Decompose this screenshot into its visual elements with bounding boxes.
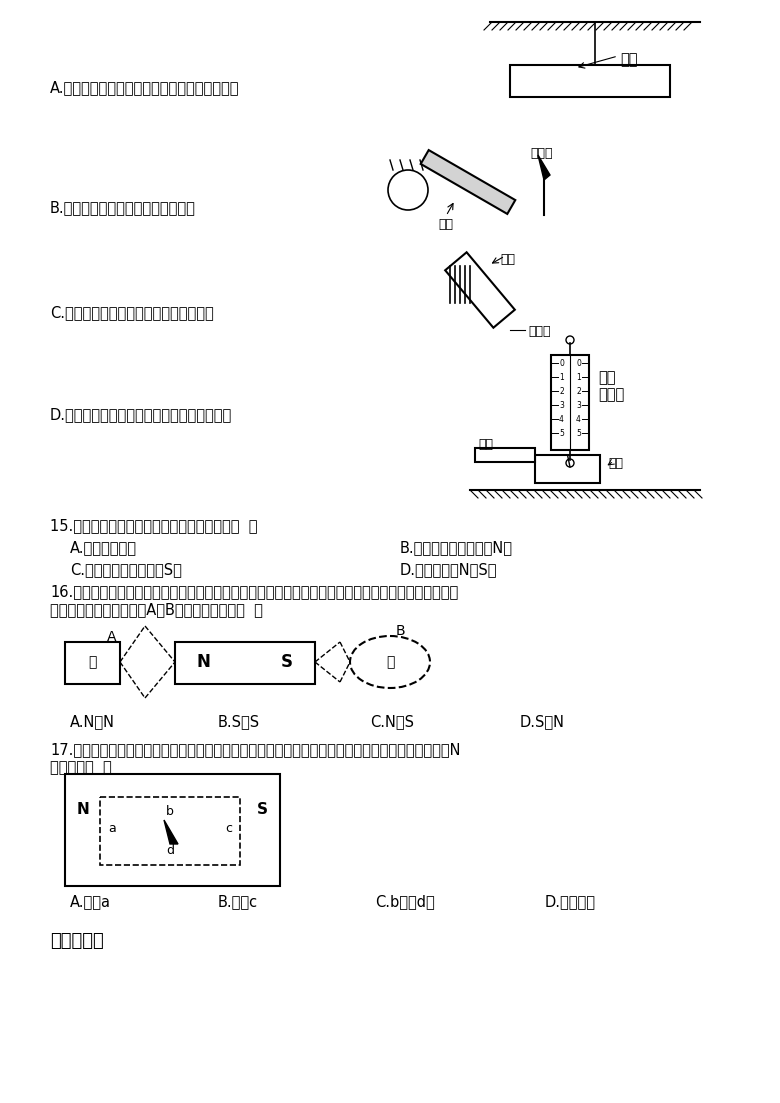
- Text: 0: 0: [559, 358, 564, 367]
- Text: 二、填空题: 二、填空题: [50, 932, 104, 950]
- Text: 16.如图所示，甲、乙为条形磁体，中间是已知极性的条形磁体，虚线是表示磁极间的磁场分布情况的磁: 16.如图所示，甲、乙为条形磁体，中间是已知极性的条形磁体，虚线是表示磁极间的磁…: [50, 583, 459, 599]
- Text: A: A: [108, 630, 117, 644]
- Text: C.N、S: C.N、S: [370, 714, 414, 729]
- Text: B.右边c: B.右边c: [218, 895, 258, 909]
- Text: 1: 1: [559, 373, 564, 382]
- Bar: [475, 448, 535, 462]
- Text: 弹簧: 弹簧: [598, 370, 615, 385]
- Text: 3: 3: [576, 400, 581, 409]
- Text: 大头针: 大头针: [528, 325, 551, 338]
- Text: c: c: [225, 823, 232, 835]
- Text: 甲: 甲: [88, 655, 97, 670]
- Text: N: N: [76, 803, 90, 817]
- Text: 铁块: 铁块: [608, 457, 623, 470]
- Text: 5: 5: [576, 428, 581, 438]
- Text: 极应指向（  ）: 极应指向（ ）: [50, 760, 112, 775]
- Text: C.一定有磁性，但只有S极: C.一定有磁性，但只有S极: [70, 563, 182, 577]
- Text: B.将铁棒一端靠近小磁针，相互吸引: B.将铁棒一端靠近小磁针，相互吸引: [50, 200, 196, 215]
- Text: 1: 1: [576, 373, 581, 382]
- Polygon shape: [420, 150, 516, 214]
- Bar: [510, 65, 670, 97]
- Text: A.一定没有磁性: A.一定没有磁性: [70, 540, 137, 555]
- Text: A.将悬挂的铁棒多次转动，静止时总是南北指向: A.将悬挂的铁棒多次转动，静止时总是南北指向: [50, 81, 239, 95]
- Text: 铁棒: 铁棒: [500, 253, 515, 266]
- Text: D.S、N: D.S、N: [520, 714, 565, 729]
- Text: 铁棒: 铁棒: [478, 438, 493, 451]
- Text: 铁棒: 铁棒: [620, 52, 637, 67]
- Text: D.不能确定: D.不能确定: [545, 895, 596, 909]
- Text: B: B: [395, 624, 405, 638]
- Bar: [65, 642, 120, 684]
- Text: 感应线。则可以判断图中A、B两个磁极依次是（  ）: 感应线。则可以判断图中A、B两个磁极依次是（ ）: [50, 602, 263, 617]
- Bar: [551, 355, 589, 450]
- Text: B.S、S: B.S、S: [218, 714, 260, 729]
- Text: A.左边a: A.左边a: [70, 895, 111, 909]
- Text: 4: 4: [576, 415, 581, 424]
- Bar: [65, 774, 280, 886]
- Text: 铁棒: 铁棒: [438, 218, 453, 231]
- Text: C.将铁棒一端靠近大头针，大头针被吸引: C.将铁棒一端靠近大头针，大头针被吸引: [50, 306, 214, 320]
- Text: 0: 0: [576, 358, 581, 367]
- Bar: [100, 797, 240, 865]
- Text: 测力计: 测力计: [598, 387, 624, 401]
- Bar: [535, 456, 600, 483]
- Polygon shape: [164, 820, 178, 844]
- Text: 2: 2: [559, 386, 564, 396]
- Text: 15.将一根条形磁铁分为三段，则中间的一段（  ）: 15.将一根条形磁铁分为三段，则中间的一段（ ）: [50, 518, 257, 533]
- Text: D.有磁性且有N、S极: D.有磁性且有N、S极: [400, 563, 498, 577]
- Text: 4: 4: [559, 415, 564, 424]
- Text: C.b边或d边: C.b边或d边: [375, 895, 434, 909]
- Text: S: S: [257, 803, 268, 817]
- Text: N: N: [196, 653, 210, 671]
- Text: B.一定有磁性，但只有N极: B.一定有磁性，但只有N极: [400, 540, 513, 555]
- Text: S: S: [281, 653, 293, 671]
- Polygon shape: [538, 156, 550, 180]
- Text: 小磁针: 小磁针: [530, 147, 552, 160]
- Text: 5: 5: [559, 428, 564, 438]
- Text: D.水平向右移动铁棒，弹簧测力计示数有变化: D.水平向右移动铁棒，弹簧测力计示数有变化: [50, 407, 232, 422]
- Text: b: b: [166, 805, 174, 818]
- Text: a: a: [108, 823, 115, 835]
- Text: 乙: 乙: [386, 655, 394, 670]
- Text: 2: 2: [576, 386, 581, 396]
- Text: d: d: [166, 844, 174, 857]
- Text: 17.如图所示，将大的条形磁铁中间挖去一块，放入一可以自由转动的小磁针，当小磁针静止时，它的N: 17.如图所示，将大的条形磁铁中间挖去一块，放入一可以自由转动的小磁针，当小磁针…: [50, 742, 460, 757]
- Text: 3: 3: [559, 400, 564, 409]
- Bar: [175, 642, 315, 684]
- Polygon shape: [445, 253, 515, 328]
- Text: A.N、N: A.N、N: [70, 714, 115, 729]
